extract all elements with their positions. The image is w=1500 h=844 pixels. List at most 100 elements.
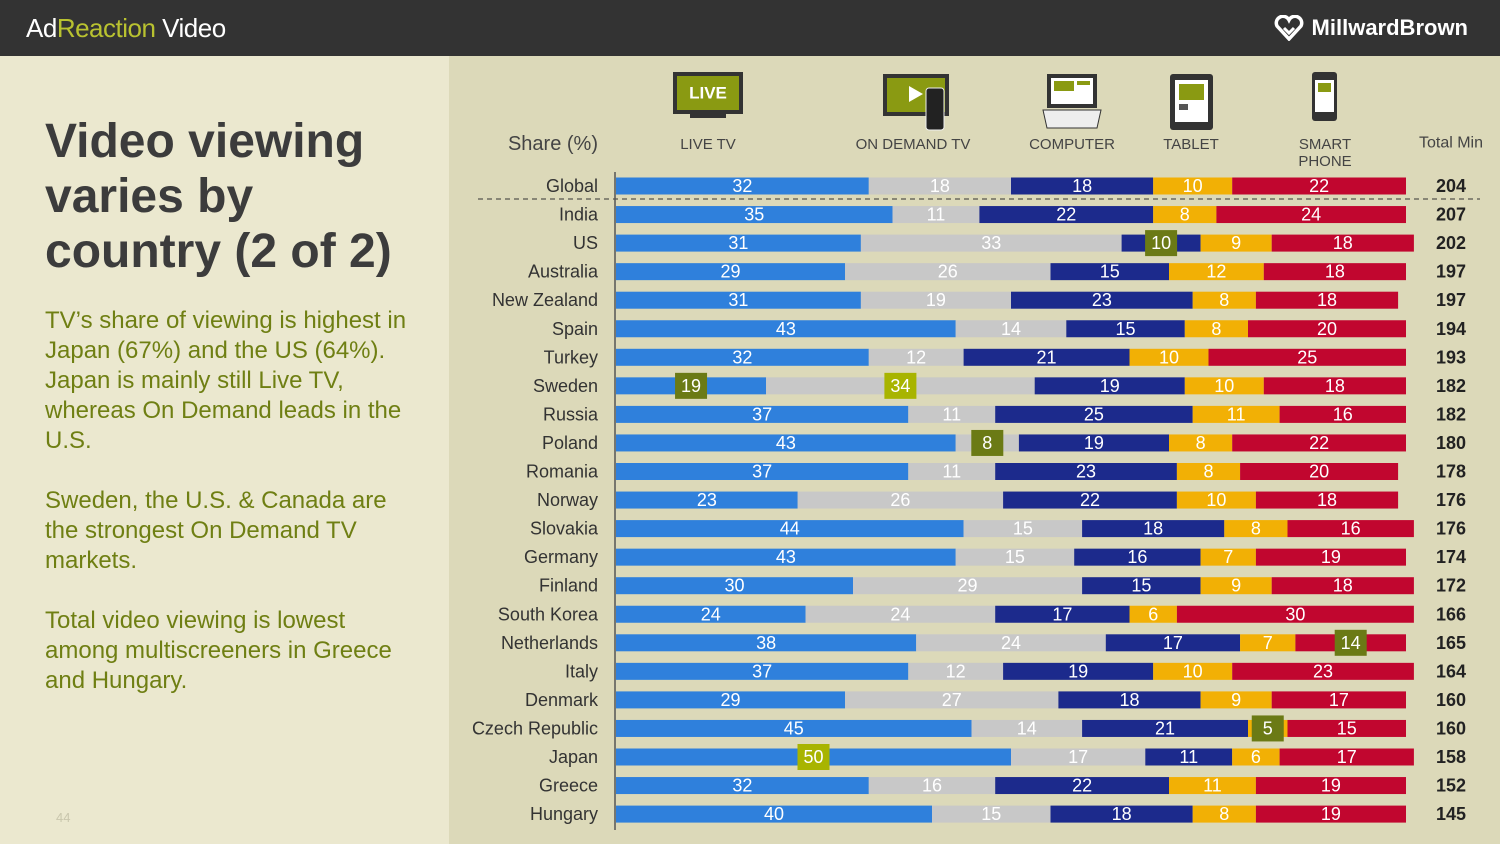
bar-segment [1248,320,1406,338]
bar-segment [1263,263,1406,281]
value-label: 32 [732,776,752,796]
value-label: 29 [958,576,978,596]
value-label: 25 [1297,347,1317,367]
bar-segment [616,348,869,366]
value-label: 19 [926,290,946,310]
bar-segment [995,463,1177,480]
value-label: 16 [1333,404,1353,424]
bar-segment [868,348,964,366]
bar-segment [616,463,909,480]
total-label: 180 [1436,433,1466,453]
total-label: 172 [1436,576,1466,596]
highlight-box [1251,715,1284,742]
category-label: Global [546,176,598,196]
value-label: 14 [1017,718,1037,738]
total-label: 202 [1436,233,1466,253]
value-label: 8 [982,433,992,453]
bar-segment [1279,405,1406,423]
bar-segment [1145,748,1233,766]
value-label: 22 [1056,205,1076,225]
value-label: 14 [1001,319,1021,339]
value-label: 17 [1163,633,1183,653]
value-label: 18 [1112,804,1132,824]
value-label: 22 [1072,776,1092,796]
value-label: 9 [1231,233,1241,253]
bar-segment [1169,263,1264,281]
bar-segment [995,405,1193,423]
value-label: 22 [1309,176,1329,196]
bar-segment [1082,577,1201,595]
bar-segment [1066,320,1185,338]
bar-segment [616,691,846,709]
value-label: 18 [930,176,950,196]
bar-segment [995,605,1130,623]
value-label: 15 [1116,319,1136,339]
bar-segment [1050,263,1169,281]
bar-segment [1208,348,1406,366]
total-label: 164 [1436,661,1466,681]
value-label: 23 [697,490,717,510]
svg-text:LIVE: LIVE [689,84,727,103]
value-label: 18 [1072,176,1092,196]
value-label: 26 [938,262,958,282]
value-label: 24 [701,604,721,624]
value-label: 21 [1155,718,1175,738]
bar-segment [616,405,909,423]
bar-segment [797,491,1004,509]
bar-segment [1271,234,1414,252]
bar-segment [1240,463,1399,480]
value-label: 18 [1143,519,1163,539]
bar-segment [908,405,996,423]
bar-segment [1255,548,1406,566]
value-label: 37 [752,462,772,482]
total-label: 197 [1436,262,1466,282]
bar-segment [853,577,1083,595]
highlight-box [971,429,1004,456]
category-label: Japan [549,747,598,767]
value-label: 43 [776,433,796,453]
bar-segment [1200,691,1272,709]
bar-segment [1011,748,1146,766]
bar-segment [616,234,861,252]
value-label: 34 [890,376,910,396]
value-label: 31 [728,233,748,253]
bar-segment [1082,520,1225,538]
sidebar: Video viewing varies by country (2 of 2)… [0,56,449,844]
bar-segment [616,777,869,795]
value-label: 23 [1313,661,1333,681]
value-label: 16 [922,776,942,796]
bar-segment [995,777,1169,795]
smartphone-icon [1312,72,1337,121]
total-label: 178 [1436,462,1466,482]
bar-segment [932,805,1051,823]
value-label: 38 [756,633,776,653]
value-label: 17 [1329,690,1349,710]
logo: MillwardBrown [1274,15,1468,41]
legend-entry: LIVE TV [680,136,736,153]
logo-text: MillwardBrown [1311,15,1468,40]
total-header: Total Min [1419,135,1483,152]
bar-segment [1271,577,1414,595]
legend-entry: SMART PHONE [1298,136,1352,170]
highlight-box [675,372,708,399]
value-label: 23 [1076,462,1096,482]
value-label: 8 [1203,462,1213,482]
category-label: Germany [524,547,598,567]
bar-segment [845,691,1059,709]
bar-segment [1082,719,1248,737]
bar-segment [1018,434,1169,452]
legend-entry: ON DEMAND TV [855,136,971,153]
bar-segment [1232,662,1414,680]
value-label: 5 [1263,718,1273,738]
value-label: 8 [1211,319,1221,339]
value-label: 26 [890,490,910,510]
bar-segment [616,206,893,224]
total-label: 174 [1436,547,1466,567]
total-label: 160 [1436,718,1466,738]
bar-segment [1232,434,1406,452]
category-label: Slovakia [530,519,599,539]
bar-segment [868,177,1011,195]
value-label: 8 [1219,290,1229,310]
total-label: 176 [1436,490,1466,510]
